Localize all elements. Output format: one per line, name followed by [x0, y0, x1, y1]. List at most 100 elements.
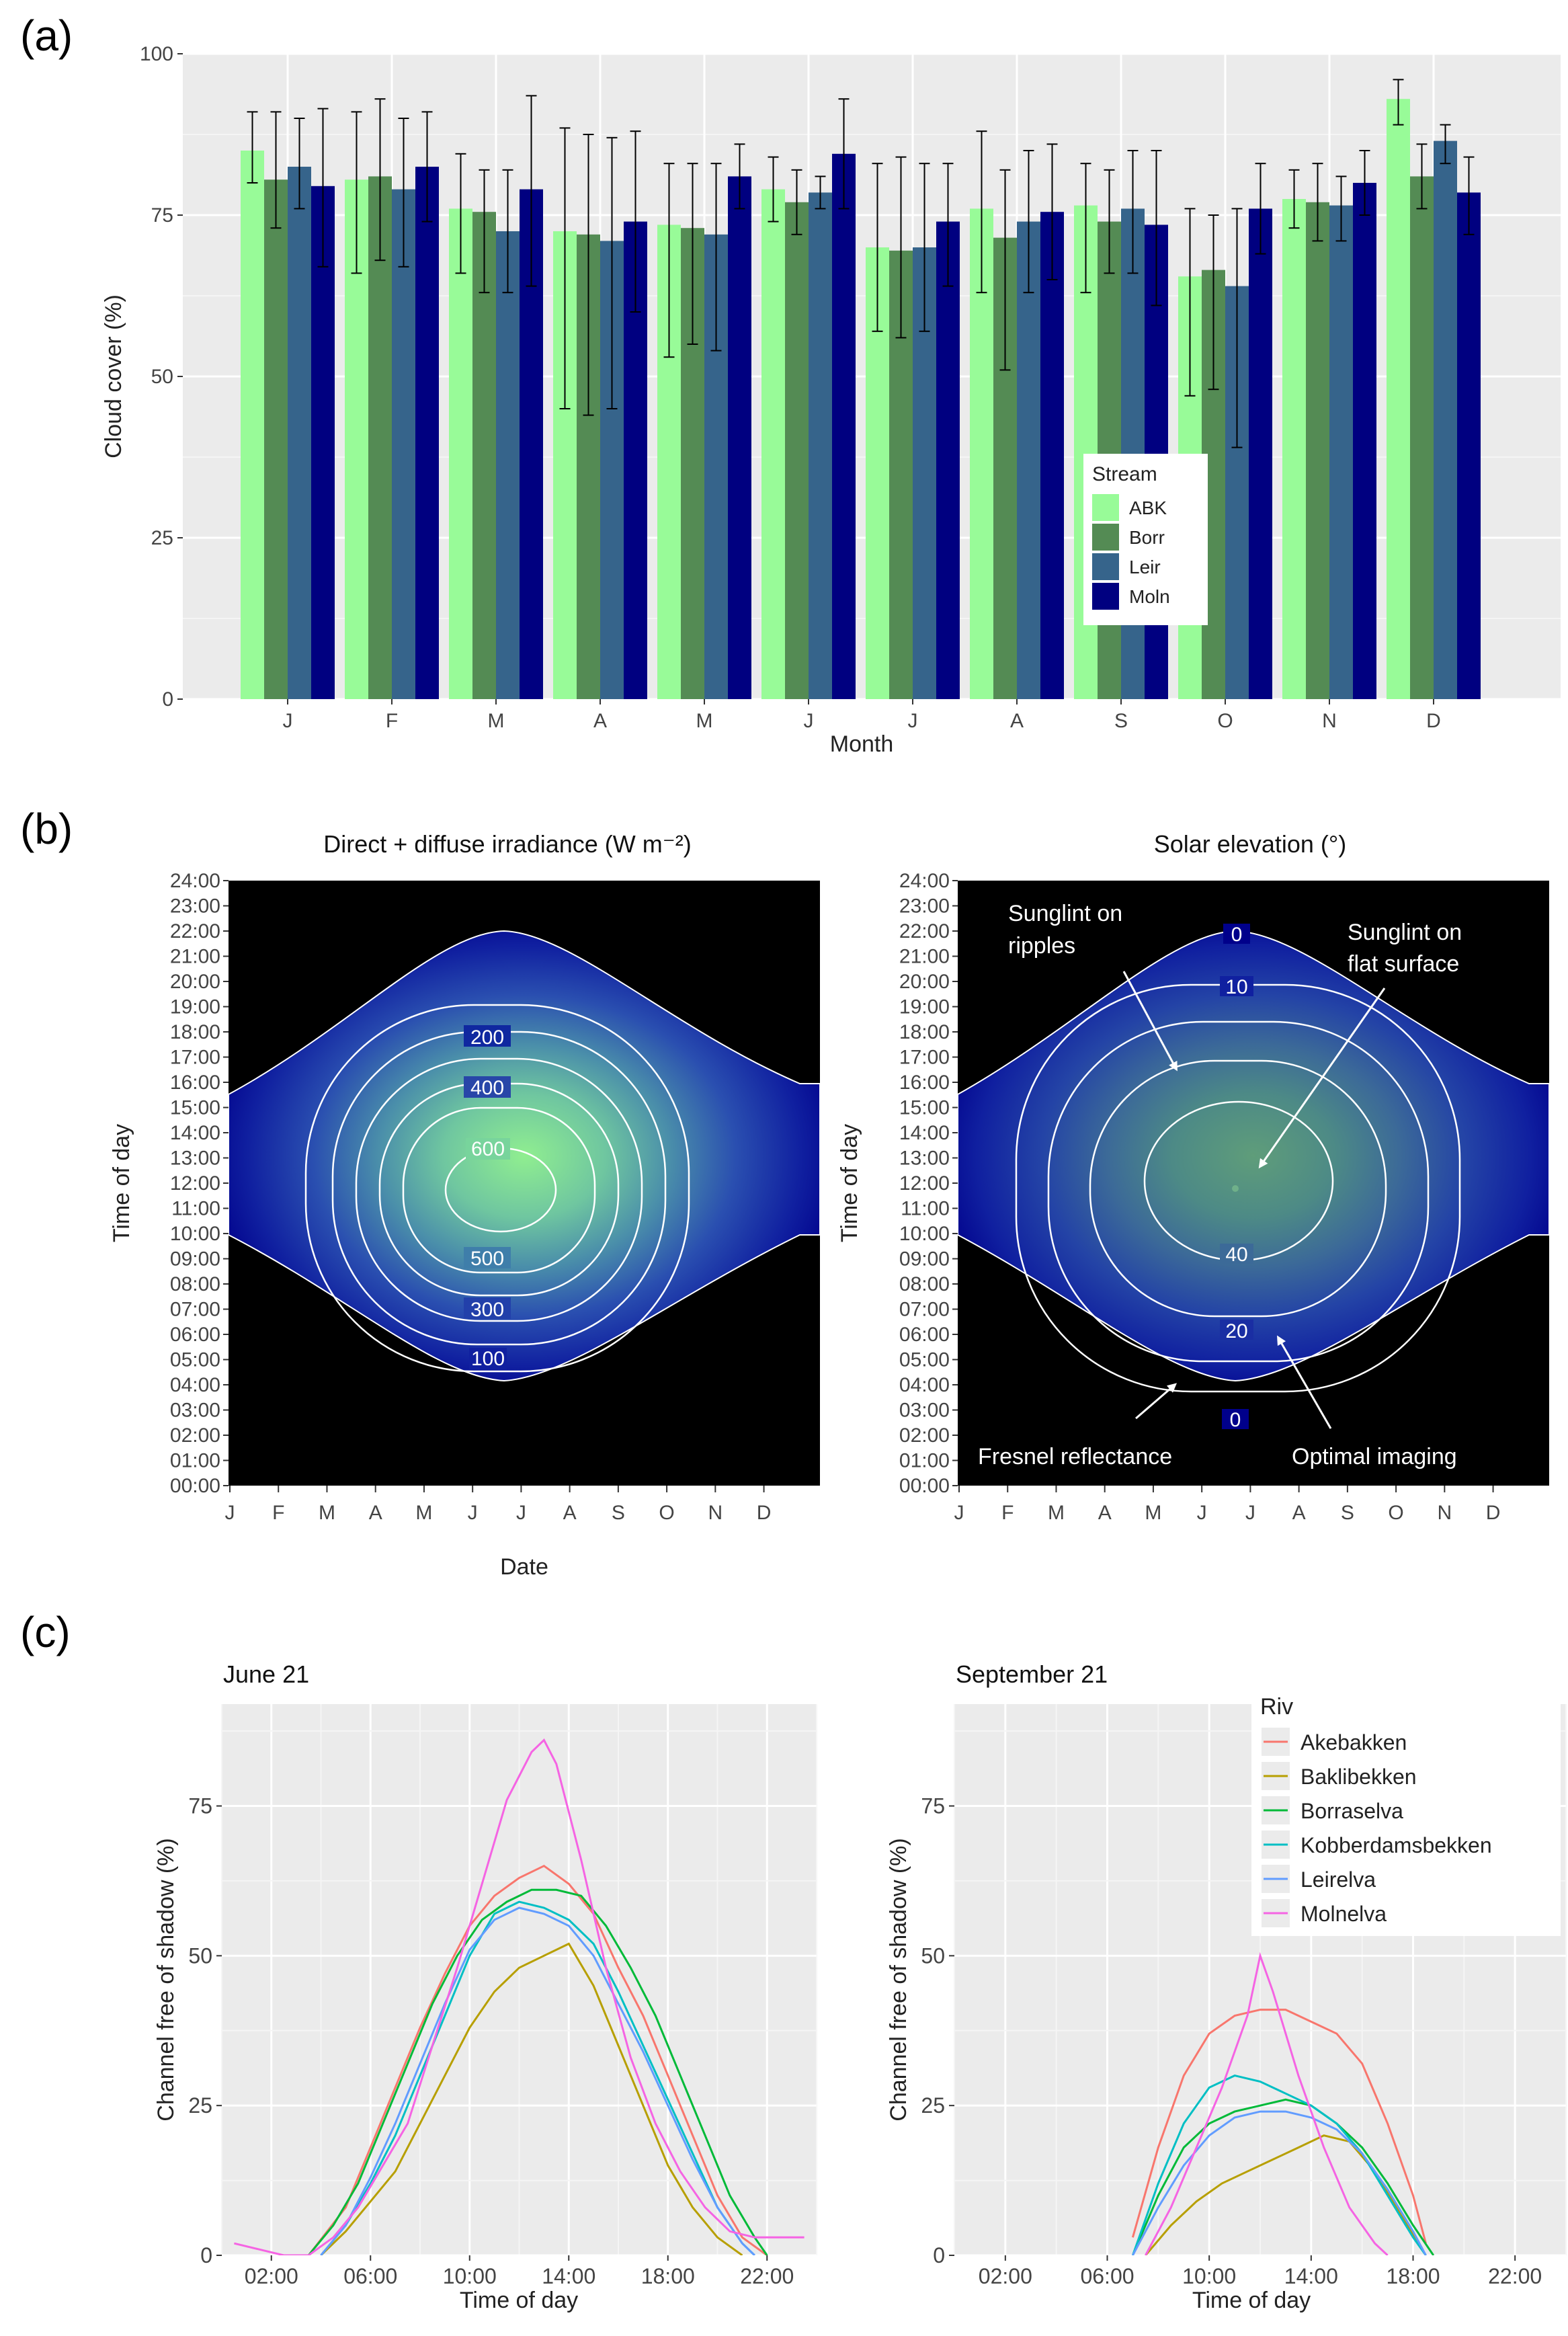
chart-c-left-x-label: Time of day [460, 2288, 578, 2313]
bar-borr [1410, 176, 1434, 699]
legend-label-leirelva: Leirelva [1301, 1867, 1376, 1892]
chart-c-right-y-label: Channel free of shadow (%) [886, 1838, 911, 2121]
tick-label-y: 06:00 [899, 1324, 950, 1346]
tick-label-y: 15:00 [899, 1097, 950, 1119]
contour-label-40: 40 [1225, 1244, 1247, 1266]
tick-label-x: 18:00 [1386, 2264, 1440, 2288]
tick-label-x: N [1437, 1502, 1452, 1524]
tick-label-y: 02:00 [170, 1424, 220, 1447]
chart-b-right-annotations: Sunglint on ripples Sunglint on flat sur… [978, 901, 1462, 1469]
tick-label-x: S [1114, 710, 1128, 732]
chart-b-right-y-label: Time of day [837, 1124, 862, 1242]
tick-label-y: 13:00 [170, 1147, 220, 1170]
bar-borr [368, 176, 392, 699]
contour-line-500 [402, 1106, 596, 1274]
tick-label-x: J [1245, 1502, 1255, 1524]
tick-label-y: 24:00 [899, 870, 950, 892]
series-line-baklibekken [320, 1942, 743, 2255]
legend-label-baklibekken: Baklibekken [1301, 1765, 1417, 1789]
tick-label-x: O [1388, 1502, 1403, 1524]
tick-label-x: D [757, 1502, 772, 1524]
tick-label-x: A [1292, 1502, 1306, 1524]
tick-label-y: 09:00 [170, 1248, 220, 1271]
tick-label-y: 19:00 [899, 996, 950, 1018]
tick-label-y: 05:00 [899, 1349, 950, 1371]
bar-abk [761, 189, 785, 700]
tick-label-y: 12:00 [899, 1172, 950, 1195]
tick-label-x: O [659, 1502, 674, 1524]
tick-label-x: J [954, 1502, 964, 1524]
bar-moln [415, 167, 439, 699]
contour-label-500: 500 [470, 1248, 504, 1270]
tick-label-y: 75 [188, 1794, 212, 1818]
tick-label-y: 23:00 [170, 895, 220, 918]
contour-label-20: 20 [1225, 1320, 1247, 1342]
series-line-leirelva [320, 1906, 755, 2255]
legend-label-akebakken: Akebakken [1301, 1730, 1407, 1755]
tick-label-x: M [488, 710, 505, 732]
tick-label-x: M [319, 1502, 335, 1524]
tick-label-y: 18:00 [899, 1021, 950, 1043]
tick-label-y: 16:00 [899, 1072, 950, 1094]
chart-c-left-series [234, 1738, 804, 2255]
solar-peak-marker [1232, 1185, 1239, 1192]
tick-label-x: 18:00 [641, 2264, 695, 2288]
chart-b-left-contour-labels: 200 400 600 500 300 100 [464, 1025, 511, 1370]
tick-label-y: 14:00 [170, 1122, 220, 1144]
tick-label-y: 0 [200, 2243, 212, 2267]
tick-label-x: 22:00 [740, 2264, 794, 2288]
chart-b-right: Solar elevation (°) 0 10 40 20 0 Sunglin… [837, 830, 1550, 1524]
tick-label-x: A [593, 710, 607, 732]
tick-label-x: M [1048, 1502, 1065, 1524]
chart-c-right: September 21 0 25 50 75 02:00 06:00 10:00 14:0… [886, 1660, 1567, 2313]
tick-label-x: S [1341, 1502, 1354, 1524]
tick-label-y: 21:00 [170, 946, 220, 968]
tick-label-y: 21:00 [899, 946, 950, 968]
chart-c-right-x-ticks: 02:00 06:00 10:00 14:00 18:00 22:00 [979, 2255, 1542, 2288]
tick-label-x: J [225, 1502, 235, 1524]
legend-swatch-moln [1092, 583, 1119, 610]
tick-label-x: J [516, 1502, 526, 1524]
tick-label-y: 100 [140, 43, 173, 65]
bar-moln [936, 221, 960, 700]
tick-label-y: 04:00 [170, 1374, 220, 1396]
tick-label-y: 14:00 [899, 1122, 950, 1144]
chart-c-left-x-ticks: 02:00 06:00 10:00 14:00 18:00 22:00 [245, 2255, 794, 2288]
annotation-optimal: Optimal imaging [1292, 1444, 1457, 1469]
bar-leir [288, 167, 311, 699]
bar-leir [392, 189, 415, 700]
tick-label-y: 25 [188, 2093, 212, 2118]
bar-abk [1282, 199, 1306, 699]
chart-b-right-daylight-region [957, 930, 1550, 1382]
series-line-molnelva [234, 1738, 804, 2255]
chart-b-left-daylight-region [228, 930, 821, 1382]
contour-line-30 [1089, 1059, 1387, 1318]
tick-label-y: 20:00 [170, 971, 220, 993]
contour-line-100 [304, 1004, 690, 1373]
contour-label-0-bottom: 0 [1230, 1409, 1241, 1431]
bar-moln [1353, 183, 1376, 699]
tick-label-y: 50 [188, 1943, 212, 1968]
tick-label-y: 11:00 [901, 1198, 950, 1220]
tick-label-y: 75 [151, 204, 173, 227]
series-line-borraselva [1132, 2098, 1435, 2255]
bar-moln [1457, 192, 1481, 699]
series-line-leirelva [1132, 2110, 1427, 2255]
tick-label-x: S [612, 1502, 625, 1524]
tick-label-y: 22:00 [170, 920, 220, 942]
chart-a-legend-items: ABK Borr Leir Moln [1092, 494, 1170, 610]
panel-letter-c: (c) [20, 1608, 71, 1656]
tick-label-y: 16:00 [170, 1072, 220, 1094]
contour-label-300: 300 [470, 1299, 504, 1321]
chart-b-left: Direct + diffuse irradiance (W m⁻²) 200 … [109, 830, 821, 1580]
chart-b-right-title: Solar elevation (°) [1154, 830, 1347, 858]
tick-label-y: 19:00 [170, 996, 220, 1018]
legend-label-borr: Borr [1129, 527, 1165, 548]
chart-c-right-legend-title: Riv [1260, 1694, 1293, 1720]
tick-label-y: 00:00 [899, 1475, 950, 1497]
tick-label-x: F [1001, 1502, 1014, 1524]
tick-label-x: J [908, 710, 918, 732]
tick-label-x: J [1197, 1502, 1207, 1524]
